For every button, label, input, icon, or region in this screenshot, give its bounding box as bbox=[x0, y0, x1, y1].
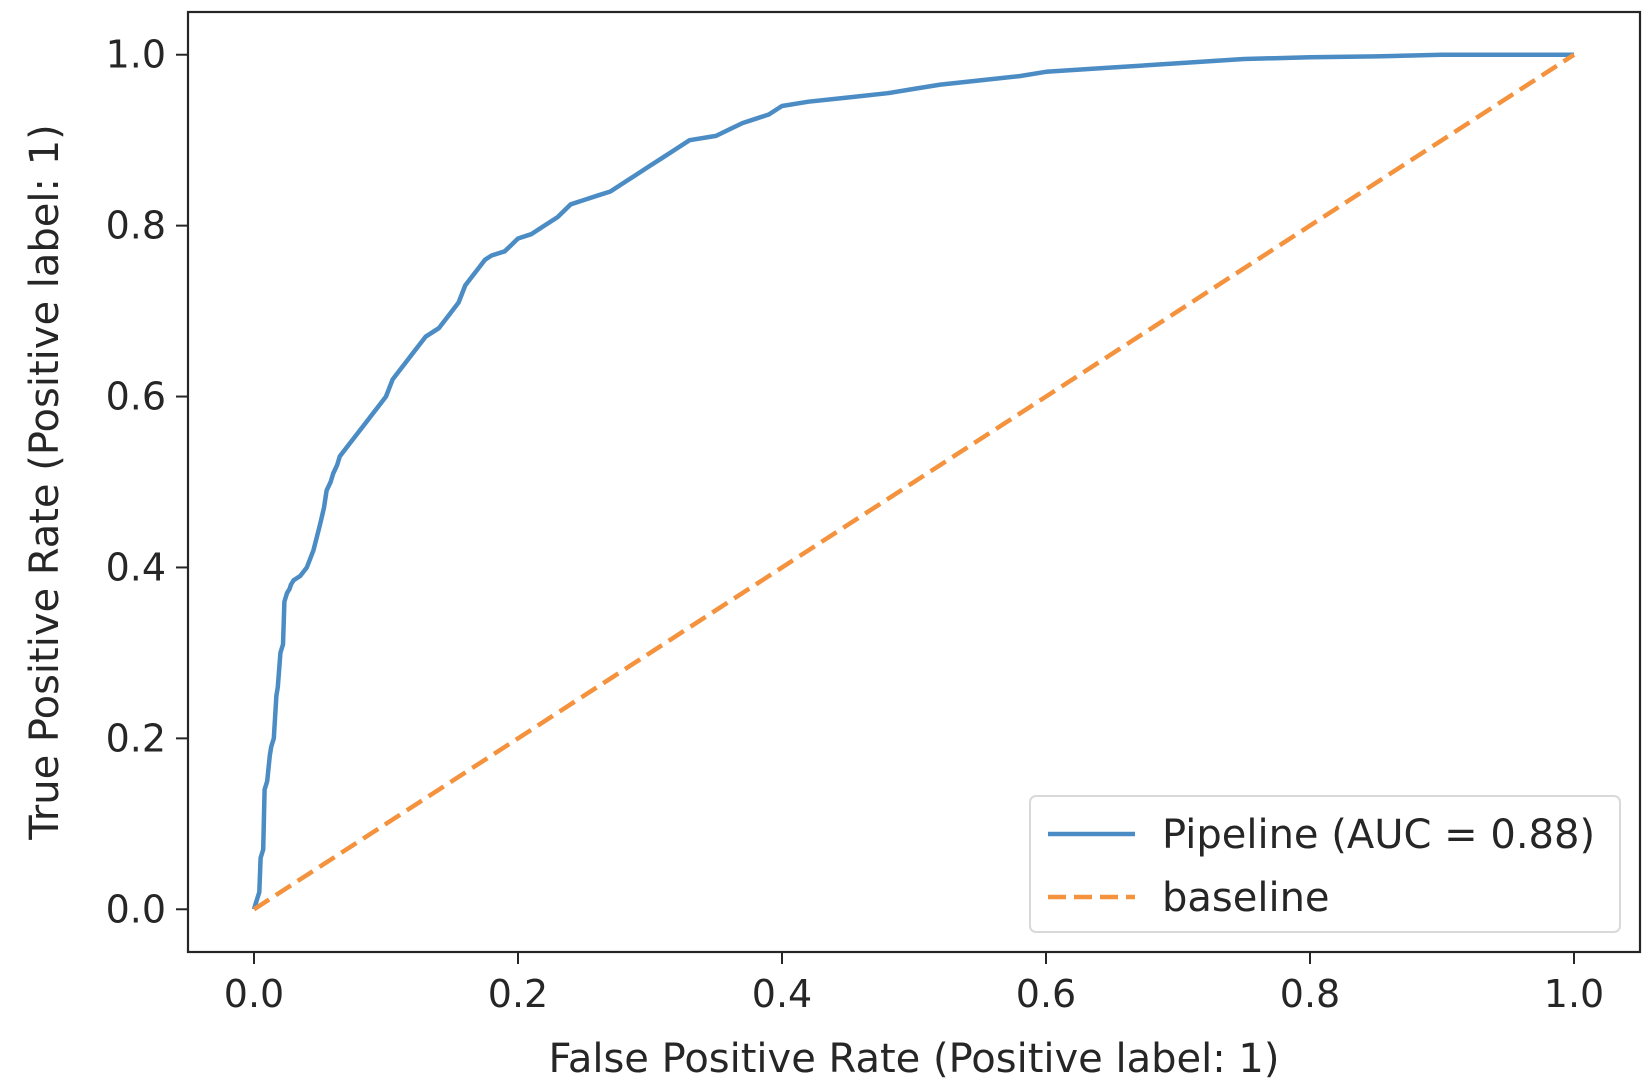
y-tick-label: 0.0 bbox=[106, 887, 166, 931]
y-tick-label: 0.4 bbox=[106, 545, 166, 589]
x-tick-label: 0.0 bbox=[224, 972, 284, 1016]
series-layer bbox=[251, 52, 1576, 912]
y-axis-label: True Positive Rate (Positive label: 1) bbox=[22, 124, 68, 841]
ticks-layer: 0.0 0.2 0.4 0.6 0.8 1.0 0.0 0.2 0.4 0.6 0.8 1.0 bbox=[106, 33, 1605, 1016]
legend: Pipeline (AUC = 0.88) baseline bbox=[1029, 795, 1621, 933]
x-axis-label: False Positive Rate (Positive label: 1) bbox=[549, 1036, 1280, 1082]
legend-label: Pipeline (AUC = 0.88) bbox=[1162, 812, 1595, 858]
legend-label: baseline bbox=[1162, 875, 1330, 921]
y-tick-label: 1.0 bbox=[106, 33, 166, 77]
y-tick-label: 0.6 bbox=[106, 375, 166, 419]
x-tick-label: 0.4 bbox=[752, 972, 812, 1016]
y-tick-label: 0.2 bbox=[106, 716, 166, 760]
series-line-pipeline bbox=[251, 52, 1574, 910]
series-line-baseline bbox=[252, 52, 1576, 912]
y-tick-label: 0.8 bbox=[106, 204, 166, 248]
x-tick-label: 0.8 bbox=[1280, 972, 1340, 1016]
plot-frame bbox=[186, 10, 1642, 954]
legend-box bbox=[1029, 795, 1621, 933]
x-tick-label: 0.6 bbox=[1016, 972, 1076, 1016]
x-tick-label: 0.2 bbox=[488, 972, 548, 1016]
x-tick-label: 1.0 bbox=[1544, 972, 1604, 1016]
